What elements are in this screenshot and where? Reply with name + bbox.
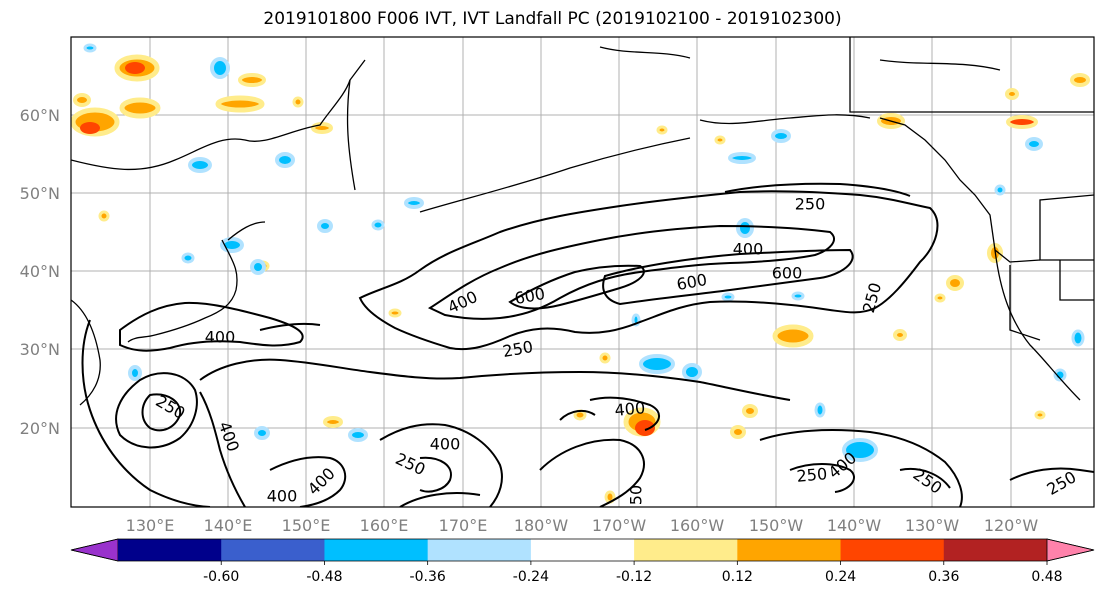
lon-label: 180°W	[514, 516, 569, 535]
longitude-labels: 130°E 140°E 150°E 160°E 170°E 180°W 170°W 160°W…	[126, 516, 1039, 535]
map-title: 2019101800 F006 IVT, IVT Landfall PC (20…	[263, 9, 842, 29]
contour-label: 250	[795, 195, 826, 214]
lat-label: 50°N	[20, 184, 60, 203]
contour-label: 400	[733, 240, 764, 259]
lat-label: 40°N	[20, 262, 60, 281]
colorbar-tick-label: -0.48	[306, 569, 342, 585]
colorbar-segment	[118, 539, 222, 561]
colorbar-tick-label: 0.48	[1031, 569, 1062, 585]
graticule	[71, 37, 1094, 507]
contour-label: 400	[267, 487, 298, 506]
lon-label: 150°E	[282, 516, 331, 535]
contour-label: 400	[205, 328, 236, 347]
colorbar-tick-label: 0.24	[825, 569, 856, 585]
lon-label: 170°E	[439, 516, 488, 535]
lon-label: 140°W	[827, 516, 882, 535]
contour-label: 400	[614, 398, 646, 420]
lon-label: 170°W	[592, 516, 647, 535]
contour-label: 400	[430, 435, 461, 454]
colorbar-segment	[840, 539, 945, 561]
colorbar-segment	[221, 539, 325, 561]
lon-label: 140°E	[204, 516, 253, 535]
lat-label: 20°N	[20, 419, 60, 438]
negative-anomaly-areas	[83, 43, 1085, 462]
lon-label: 130°E	[126, 516, 175, 535]
lat-label: 60°N	[20, 106, 60, 125]
colorbar-extend-min	[70, 538, 119, 562]
colorbar-tick-label: 0.36	[928, 569, 959, 585]
lon-label: 160°E	[360, 516, 409, 535]
contour-label: 250	[796, 464, 828, 486]
colorbar-tick-label: -0.24	[513, 569, 549, 585]
lon-label: 160°W	[670, 516, 725, 535]
lon-label: 150°W	[749, 516, 804, 535]
colorbar-tick-label: 0.12	[722, 569, 753, 585]
map-border	[70, 36, 1095, 508]
colorbar: -0.60 -0.48 -0.36 -0.24 -0.12 0.12 0.24 0.36 0.4…	[70, 538, 1095, 585]
colorbar-segment	[943, 539, 1048, 561]
contour-label: 600	[772, 264, 803, 283]
ivt-contours	[81, 182, 1094, 507]
lon-label: 120°W	[984, 516, 1039, 535]
colorbar-segment	[737, 539, 842, 561]
contour-label: 50	[627, 485, 646, 505]
colorbar-tick-label: -0.36	[410, 569, 446, 585]
coastlines	[71, 37, 1094, 406]
colorbar-tick-label: -0.12	[616, 569, 652, 585]
colorbar-segment	[427, 539, 532, 561]
colorbar-extend-max	[1046, 538, 1095, 562]
latitude-labels: 60°N 50°N 40°N 30°N 20°N	[20, 106, 60, 438]
lat-label: 30°N	[20, 340, 60, 359]
lon-label: 130°W	[905, 516, 960, 535]
colorbar-segment	[634, 539, 738, 561]
colorbar-tick-label: -0.60	[203, 569, 239, 585]
colorbar-segment	[324, 539, 429, 561]
positive-anomaly-areas	[71, 54, 1090, 504]
colorbar-segment	[530, 539, 635, 561]
